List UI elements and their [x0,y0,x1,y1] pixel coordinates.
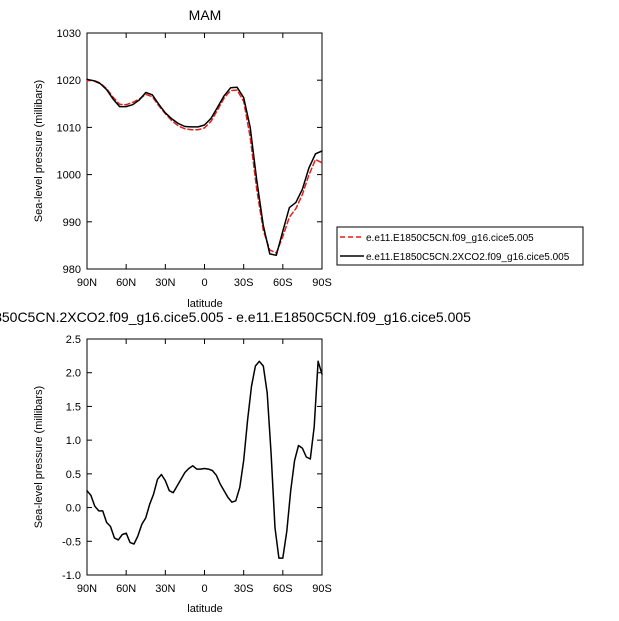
top-x-tick-label: 30S [234,277,254,289]
legend-label-2xco2: e.e11.E1850C5CN.2XCO2.f09_g16.cice5.005 [366,252,570,263]
legend-label-control: e.e11.E1850C5CN.f09_g16.cice5.005 [366,233,534,244]
top-x-tick-label: 90N [77,277,97,289]
legend: e.e11.E1850C5CN.f09_g16.cice5.005 e.e11.… [336,226,584,266]
top-x-tick-label: 60N [116,277,136,289]
bottom-y-tick-label: 2.5 [66,334,81,346]
bottom-y-tick-label: 0.5 [66,469,81,481]
legend-box [336,226,584,266]
bottom-y-axis-title: Sea-level pressure (millibars) [33,386,45,528]
top-y-tick-label: 1000 [57,170,81,182]
bottom-x-tick-label: 60N [116,583,136,595]
bottom-x-tick-label: 30S [234,583,254,595]
bottom-y-tick-label: 2.0 [66,368,81,380]
top-x-tick-label: 60S [273,277,293,289]
top-x-axis-title: latitude [187,298,222,310]
bottom-y-tick-label: 1.0 [66,435,81,447]
top-series-group [86,78,323,257]
top-y-axis-title: Sea-level pressure (millibars) [33,80,45,222]
bottom-series-line-0 [86,360,323,559]
bottom-y-tick-label: 1.5 [66,401,81,413]
top-chart-title: MAM [189,7,222,23]
bottom-series-group [86,360,323,559]
bottom-x-tick-label: 60S [273,583,293,595]
bottom-y-ticks: -1.0 -0.5 0.0 0.5 1.0 1.5 2.0 2.5 [62,334,322,582]
top-series-line-1 [86,78,323,257]
bottom-x-tick-label: 30N [155,583,175,595]
bottom-x-axis-title: latitude [187,603,222,615]
top-y-tick-label: 990 [63,217,81,229]
bottom-x-tick-label: 0 [201,583,207,595]
bottom-plot-frame [86,338,323,576]
bottom-x-ticks: 90N 60N 30N 0 30S 60S 90S [77,339,332,595]
bottom-y-tick-label: -1.0 [62,570,81,582]
top-panel: MAM 980 990 1000 1010 1020 1030 90N 60N 30N 0 30S… [33,7,332,310]
bottom-chart-title: e.e11.E1850C5CN.2XCO2.f09_g16.cice5.005 … [0,309,471,325]
top-y-tick-label: 1030 [57,28,81,40]
top-series-line-0 [86,79,323,254]
top-plot-frame [86,32,323,270]
top-y-ticks: 980 990 1000 1010 1020 1030 [57,28,322,276]
top-x-tick-label: 0 [201,277,207,289]
top-y-tick-label: 980 [63,264,81,276]
bottom-y-tick-label: 0.0 [66,503,81,515]
bottom-x-tick-label: 90N [77,583,97,595]
top-x-ticks: 90N 60N 30N 0 30S 60S 90S [77,33,332,289]
bottom-y-tick-label: -0.5 [62,536,81,548]
top-x-tick-label: 90S [312,277,332,289]
top-y-tick-label: 1010 [57,122,81,134]
top-x-tick-label: 30N [155,277,175,289]
bottom-panel: e.e11.E1850C5CN.2XCO2.f09_g16.cice5.005 … [0,309,471,615]
bottom-x-tick-label: 90S [312,583,332,595]
top-y-tick-label: 1020 [57,75,81,87]
